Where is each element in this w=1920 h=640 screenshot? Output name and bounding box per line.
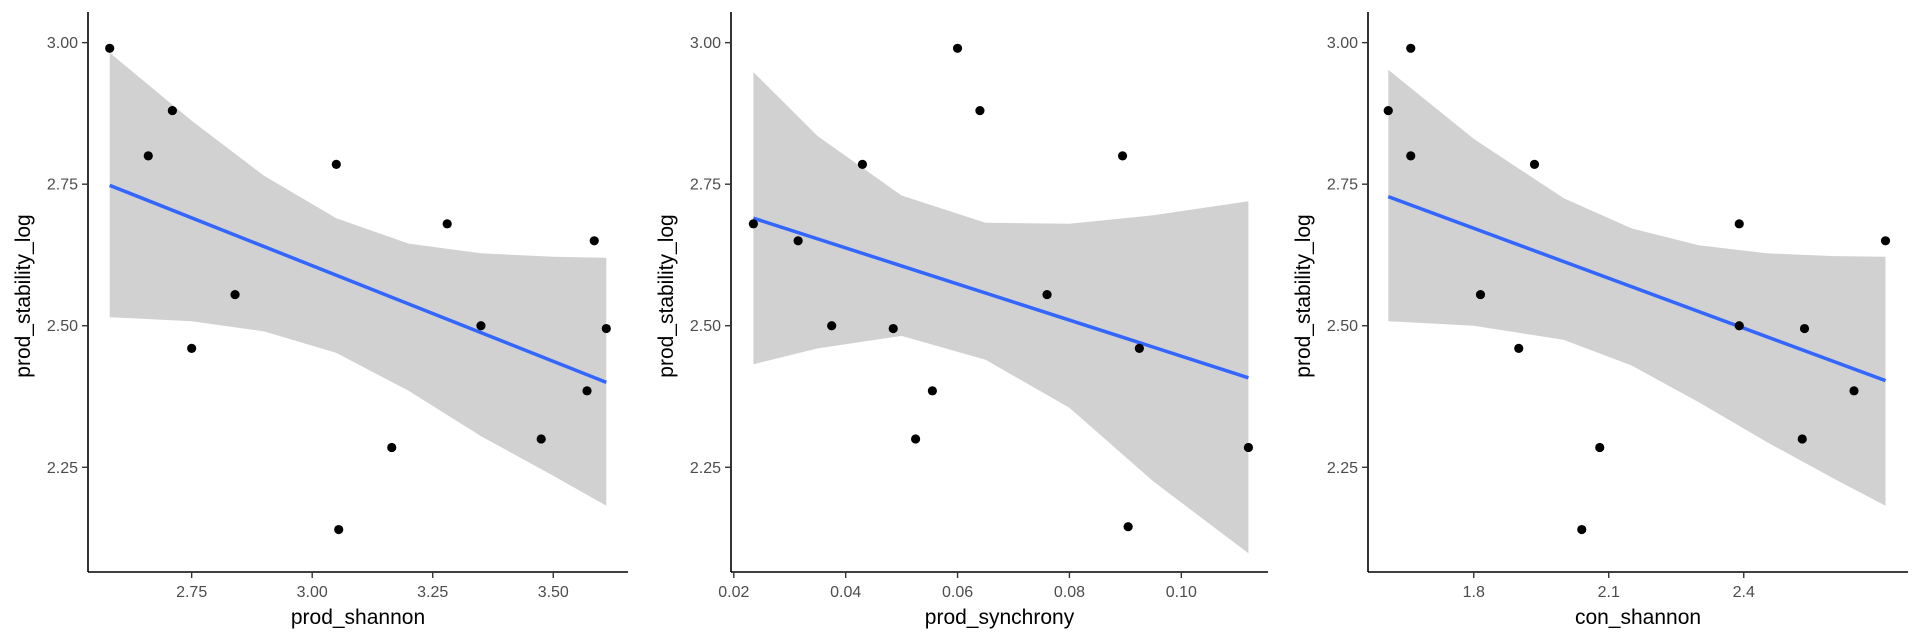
data-point xyxy=(476,321,486,331)
data-point xyxy=(1734,219,1744,229)
data-point xyxy=(1123,522,1133,532)
data-point xyxy=(1514,343,1524,353)
y-axis-title: prod_stability_log xyxy=(655,214,678,377)
data-point xyxy=(1797,434,1807,444)
x-tick-label: 3.50 xyxy=(538,584,569,601)
data-point xyxy=(1529,159,1540,169)
y-tick-label: 2.50 xyxy=(47,318,78,335)
data-point xyxy=(1799,323,1810,334)
data-point xyxy=(1595,442,1605,453)
data-point xyxy=(167,105,177,116)
data-point xyxy=(888,323,898,334)
y-tick-label: 2.50 xyxy=(690,318,721,335)
y-tick-label: 3.00 xyxy=(47,35,78,52)
y-tick-label: 2.75 xyxy=(690,177,721,194)
data-point xyxy=(1406,43,1416,53)
data-point xyxy=(105,43,115,53)
y-tick-label: 2.75 xyxy=(1327,177,1358,194)
y-tick-label: 2.25 xyxy=(690,460,721,477)
data-point xyxy=(793,236,803,246)
data-point xyxy=(230,289,240,300)
data-point xyxy=(1042,289,1052,300)
x-axis-title: prod_synchrony xyxy=(925,606,1075,629)
data-point xyxy=(187,343,197,353)
data-point xyxy=(910,434,921,444)
chart-panel-1: 2.25 2.50 2.75 3.00 2.75 3.00 3.25 3.50 prod_sha… xyxy=(12,12,628,629)
data-point xyxy=(1734,321,1744,331)
data-point xyxy=(857,159,868,169)
x-tick-label: 0.10 xyxy=(1166,584,1197,601)
data-point xyxy=(827,321,837,331)
x-tick-label: 0.08 xyxy=(1054,584,1085,601)
data-point xyxy=(1243,442,1254,453)
y-tick-label: 3.00 xyxy=(1327,35,1358,52)
x-axis-title: prod_shannon xyxy=(291,606,425,629)
confidence-band xyxy=(753,72,1249,554)
data-point xyxy=(387,442,397,453)
y-tick-label: 2.75 xyxy=(47,177,78,194)
data-point xyxy=(536,434,546,444)
x-tick-label: 0.02 xyxy=(718,584,749,601)
data-point xyxy=(1577,524,1587,535)
data-point xyxy=(748,219,758,229)
regression-line xyxy=(109,183,607,384)
data-point xyxy=(952,43,963,53)
x-tick-label: 3.00 xyxy=(297,584,328,601)
y-tick-label: 2.25 xyxy=(47,460,78,477)
data-point xyxy=(1383,105,1393,116)
data-point xyxy=(331,159,341,169)
data-point xyxy=(1117,151,1128,161)
y-tick-label: 2.50 xyxy=(1327,318,1358,335)
data-point xyxy=(589,236,599,246)
y-tick-label: 2.25 xyxy=(1327,460,1358,477)
data-point xyxy=(582,386,592,396)
data-point xyxy=(1880,236,1891,246)
chart-panel-3: 2.25 2.50 2.75 3.00 1.8 2.1 2.4 con_shannon prod… xyxy=(1292,12,1908,629)
x-tick-label: 2.1 xyxy=(1598,584,1620,601)
x-tick-label: 1.8 xyxy=(1463,584,1485,601)
y-axis-title: prod_stability_log xyxy=(1292,214,1315,377)
data-point xyxy=(1134,343,1144,353)
y-axis-title: prod_stability_log xyxy=(12,214,35,377)
data-point xyxy=(442,219,452,229)
data-point xyxy=(601,323,611,334)
x-axis-title: con_shannon xyxy=(1575,606,1701,629)
data-point xyxy=(334,524,344,535)
data-point xyxy=(143,151,153,161)
confidence-band xyxy=(109,52,607,506)
data-point xyxy=(1406,151,1416,161)
data-point xyxy=(1849,386,1859,396)
x-tick-label: 0.06 xyxy=(942,584,973,601)
data-point xyxy=(1475,289,1486,300)
regression-line xyxy=(1387,194,1887,383)
data-point xyxy=(975,105,985,116)
x-tick-label: 0.04 xyxy=(830,584,861,601)
regression-line xyxy=(752,216,1249,380)
x-tick-label: 2.4 xyxy=(1733,584,1755,601)
y-tick-label: 3.00 xyxy=(690,35,721,52)
x-tick-label: 2.75 xyxy=(176,584,207,601)
x-tick-label: 3.25 xyxy=(417,584,448,601)
chart-panel-2: 2.25 2.50 2.75 3.00 0.02 0.04 0.06 0.08 0.10 prod… xyxy=(655,12,1268,629)
data-point xyxy=(927,386,937,396)
